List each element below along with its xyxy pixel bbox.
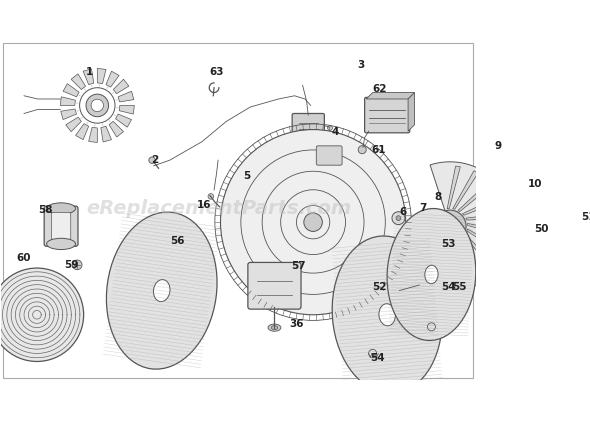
Polygon shape [466, 213, 510, 220]
Text: 5: 5 [244, 171, 251, 181]
Ellipse shape [425, 265, 438, 284]
Text: 56: 56 [171, 236, 185, 246]
Polygon shape [463, 195, 504, 215]
Text: 63: 63 [209, 67, 224, 77]
Polygon shape [447, 166, 460, 209]
Circle shape [496, 216, 504, 224]
FancyBboxPatch shape [51, 213, 71, 240]
Text: 6: 6 [399, 207, 407, 217]
Polygon shape [65, 117, 81, 132]
Circle shape [73, 260, 82, 270]
Polygon shape [76, 124, 88, 140]
Circle shape [221, 130, 406, 315]
Ellipse shape [47, 238, 76, 250]
Text: 2: 2 [151, 155, 158, 165]
Text: 4: 4 [331, 127, 339, 137]
Text: 9: 9 [494, 141, 502, 151]
FancyBboxPatch shape [44, 206, 78, 246]
Ellipse shape [47, 203, 76, 214]
Text: 52: 52 [372, 282, 386, 293]
Polygon shape [467, 229, 506, 254]
Circle shape [327, 125, 332, 131]
Ellipse shape [106, 212, 217, 369]
Text: 55: 55 [453, 282, 467, 292]
Polygon shape [440, 244, 453, 286]
Polygon shape [461, 239, 481, 280]
Circle shape [502, 232, 509, 238]
Polygon shape [467, 224, 510, 237]
Circle shape [396, 216, 401, 221]
Polygon shape [113, 79, 129, 93]
Text: 54: 54 [370, 353, 385, 363]
Text: 1: 1 [86, 67, 93, 77]
Polygon shape [71, 74, 86, 90]
Circle shape [434, 210, 466, 242]
Polygon shape [453, 171, 478, 209]
Circle shape [442, 218, 458, 234]
Text: 54: 54 [441, 282, 455, 292]
Text: 61: 61 [371, 145, 385, 155]
Text: 59: 59 [64, 260, 78, 270]
Circle shape [91, 99, 103, 112]
Text: 53: 53 [441, 239, 455, 249]
Text: eReplacementParts.com: eReplacementParts.com [87, 199, 352, 218]
Ellipse shape [379, 304, 395, 326]
Polygon shape [465, 234, 496, 269]
FancyBboxPatch shape [316, 146, 342, 165]
Ellipse shape [516, 210, 525, 223]
Text: 16: 16 [197, 200, 212, 210]
Circle shape [86, 94, 109, 117]
Polygon shape [116, 114, 132, 127]
Polygon shape [63, 84, 79, 97]
Polygon shape [366, 93, 415, 99]
Polygon shape [456, 242, 463, 286]
Polygon shape [97, 68, 106, 83]
Ellipse shape [332, 236, 442, 394]
Text: 62: 62 [373, 84, 387, 94]
Polygon shape [106, 71, 119, 87]
Circle shape [304, 213, 322, 232]
Polygon shape [88, 127, 97, 142]
Text: 50: 50 [535, 224, 549, 234]
Text: 10: 10 [528, 179, 543, 189]
Polygon shape [61, 109, 77, 120]
Circle shape [208, 194, 214, 199]
Circle shape [503, 221, 510, 227]
Ellipse shape [271, 325, 278, 330]
Polygon shape [119, 105, 135, 114]
Polygon shape [422, 243, 447, 282]
Text: 60: 60 [16, 253, 31, 264]
Polygon shape [430, 162, 514, 290]
FancyBboxPatch shape [292, 114, 325, 138]
Polygon shape [101, 126, 112, 142]
FancyBboxPatch shape [365, 97, 409, 133]
Text: 36: 36 [290, 320, 304, 329]
Text: 58: 58 [38, 205, 53, 215]
Polygon shape [408, 93, 415, 131]
Circle shape [409, 217, 417, 225]
Ellipse shape [387, 208, 476, 341]
Polygon shape [118, 91, 134, 102]
Text: 8: 8 [434, 192, 441, 202]
Circle shape [149, 157, 155, 163]
Polygon shape [60, 97, 76, 105]
Text: 3: 3 [358, 60, 365, 70]
Polygon shape [109, 121, 123, 137]
FancyBboxPatch shape [248, 262, 301, 309]
Text: 57: 57 [291, 261, 306, 272]
FancyBboxPatch shape [421, 210, 432, 227]
Text: 7: 7 [419, 203, 427, 213]
Circle shape [358, 146, 366, 154]
Polygon shape [458, 181, 493, 211]
Circle shape [0, 268, 84, 362]
Ellipse shape [268, 324, 281, 331]
Circle shape [392, 212, 405, 224]
Text: 51: 51 [581, 211, 590, 221]
Polygon shape [83, 69, 94, 85]
Ellipse shape [153, 280, 170, 301]
